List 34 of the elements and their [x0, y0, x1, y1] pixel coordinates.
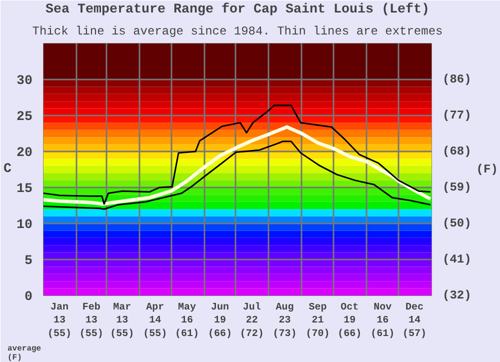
y2-tick-label: (32)	[442, 288, 472, 302]
y-tick-label: 10	[16, 218, 33, 233]
y2-axis-title: (F)	[476, 162, 498, 176]
y2-tick-label: (50)	[442, 216, 472, 230]
x-tick-label: Jan 13 (55)	[47, 302, 72, 340]
y-tick-label: 0	[24, 290, 32, 305]
x-tick-label: Jul 22 (72)	[240, 302, 264, 340]
x-tick-label: Nov 16 (61)	[370, 302, 395, 340]
x-tick-label: Sep 21 (70)	[306, 302, 330, 340]
y2-tick-label: (68)	[442, 144, 472, 158]
line-series	[44, 140, 432, 210]
chart-title: Sea Temperature Range for Cap Saint Louis (Left)	[46, 2, 430, 18]
y2-tick-label: (77)	[442, 108, 472, 122]
x-tick-label: Feb 13 (55)	[79, 302, 104, 340]
chart-subtitle: Thick line is average since 1984. Thin lines are extremes	[32, 24, 443, 38]
line-series	[44, 125, 432, 206]
x-tick-label: Jun 19 (66)	[208, 302, 232, 340]
y-tick-label: 15	[16, 182, 33, 197]
y-axis-title: C	[4, 162, 12, 177]
x-tick-label: Aug 23 (73)	[272, 302, 297, 340]
x-tick-label: May 16 (61)	[175, 302, 200, 340]
x-tick-label: Dec 14 (57)	[402, 302, 427, 340]
text: average (F)	[8, 344, 42, 362]
y2-tick-label: (41)	[442, 252, 472, 266]
x-tick-label: Mar 13 (55)	[110, 302, 134, 340]
y-tick-label: 5	[24, 254, 32, 269]
line-series	[44, 104, 432, 205]
y2-tick-label: (86)	[442, 72, 472, 86]
y-tick-label: 20	[16, 146, 33, 161]
x-tick-label: Oct 19 (66)	[338, 302, 362, 340]
y2-tick-label: (59)	[442, 180, 472, 194]
y-tick-label: 30	[16, 74, 33, 89]
x-tick-label: Apr 14 (55)	[143, 302, 168, 340]
y-tick-label: 25	[16, 110, 33, 125]
